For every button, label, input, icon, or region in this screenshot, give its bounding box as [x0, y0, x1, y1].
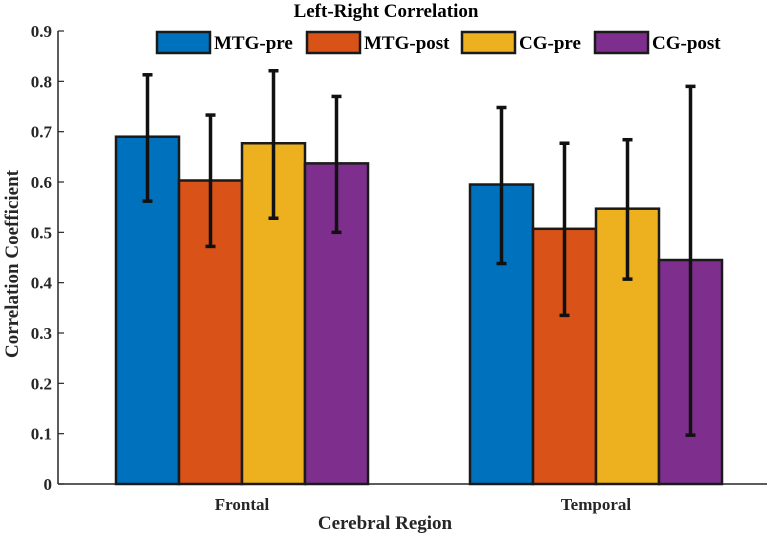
- x-tick-label: Frontal: [215, 495, 270, 514]
- legend-swatch: [593, 30, 650, 55]
- error-bar: [331, 94, 342, 235]
- y-tick-label: 0.6: [31, 173, 52, 192]
- legend-swatch: [155, 30, 212, 55]
- error-bar: [496, 105, 507, 266]
- y-tick-label: 0.3: [31, 324, 52, 343]
- error-bar: [142, 73, 153, 203]
- legend-label: CG-post: [652, 33, 721, 54]
- legend-swatch: [305, 30, 362, 55]
- y-tick-label: 0: [44, 475, 53, 494]
- error-bar: [685, 84, 696, 437]
- y-tick-label: 0.7: [31, 123, 53, 142]
- y-tick-label: 0.1: [31, 425, 52, 444]
- legend-entry: MTG-post: [305, 30, 450, 55]
- legend-label: MTG-pre: [214, 33, 293, 54]
- error-bar: [559, 141, 570, 318]
- legend-swatch: [460, 30, 517, 55]
- legend-entry: CG-post: [593, 30, 721, 55]
- y-tick-label: 0.4: [31, 274, 53, 293]
- error-bar: [205, 113, 216, 249]
- error-bar: [622, 137, 633, 281]
- y-tick-label: 0.2: [31, 374, 52, 393]
- legend-entry: MTG-pre: [155, 30, 293, 55]
- legend-label: CG-pre: [519, 33, 581, 54]
- tick-labels-group: 0 0.1 0.2 0.3 0.4 0.5 0.6 0.7 0.8 0.9 Frontal Tempo…: [31, 22, 632, 514]
- bars-group: [114, 135, 724, 486]
- y-tick-label: 0.8: [31, 72, 52, 91]
- chart-title: Left-Right Correlation: [294, 1, 479, 22]
- legend-entry: CG-pre: [460, 30, 581, 55]
- error-bars-group: [142, 69, 696, 437]
- x-tick-label: Temporal: [561, 495, 631, 514]
- y-axis-title: Correlation Coefficient: [2, 169, 23, 358]
- legend-label: MTG-post: [364, 33, 450, 54]
- y-tick-label: 0.9: [31, 22, 52, 41]
- legend: MTG-pre MTG-post CG-pre CG-post: [155, 30, 721, 55]
- y-tick-label: 0.5: [31, 223, 52, 242]
- error-bar: [268, 69, 279, 220]
- x-axis-title: Cerebral Region: [318, 513, 453, 534]
